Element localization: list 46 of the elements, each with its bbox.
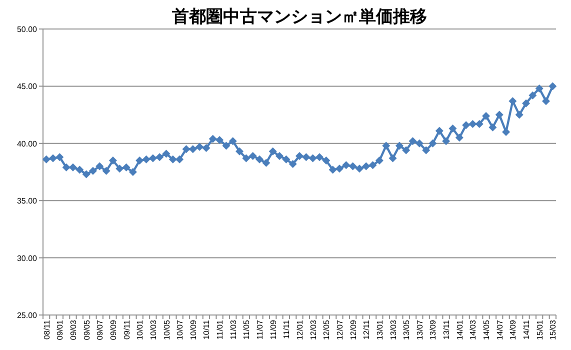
x-tick-label: 14/01 — [455, 319, 464, 340]
x-tick-label: 11/03 — [228, 319, 238, 340]
x-tick-label: 11/09 — [268, 319, 278, 340]
x-tick-label: 10/03 — [148, 319, 158, 340]
x-tick-label: 10/05 — [162, 319, 172, 340]
x-tick-label: 09/07 — [96, 319, 105, 340]
x-tick-label: 15/03 — [548, 319, 558, 340]
x-tick-label: 12/05 — [322, 319, 332, 340]
x-tick-label: 12/09 — [348, 319, 358, 340]
x-tick-label: 12/11 — [362, 319, 372, 340]
x-tick-label: 10/01 — [136, 319, 145, 340]
x-tick-label: 12/03 — [308, 319, 318, 340]
x-tick-label: 12/01 — [296, 319, 304, 340]
y-tick-label: 30.00 — [16, 254, 38, 263]
x-tick-label: 11/01 — [216, 319, 225, 340]
y-tick-label: 35.00 — [16, 196, 38, 206]
y-tick-label: 25.00 — [16, 311, 38, 320]
x-tick-label: 11/11 — [282, 319, 292, 339]
x-tick-label: 10/09 — [188, 319, 198, 340]
x-tick-label: 15/01 — [535, 319, 544, 340]
x-tick-label: 09/05 — [82, 319, 92, 340]
y-tick-label: 50.00 — [16, 25, 38, 34]
x-tick-label: 08/11 — [42, 319, 52, 340]
x-tick-label: 14/05 — [482, 319, 492, 340]
x-tick-label: 09/03 — [68, 319, 78, 340]
x-tick-label: 13/05 — [402, 319, 412, 340]
x-tick-label: 14/09 — [508, 319, 518, 340]
x-tick-label: 13/03 — [388, 319, 398, 340]
x-tick-label: 11/05 — [242, 319, 252, 340]
x-tick-label: 12/07 — [335, 319, 344, 340]
x-tick-label: 13/11 — [442, 319, 452, 340]
y-tick-label: 45.00 — [16, 82, 38, 92]
x-tick-label: 14/03 — [468, 319, 478, 340]
x-tick-label: 09/11 — [122, 319, 132, 340]
x-tick-label: 13/07 — [415, 319, 424, 340]
x-tick-label: 14/07 — [495, 319, 504, 340]
chart-title: 首都圏中古マンション㎡単価推移 — [171, 7, 427, 26]
x-tick-label: 10/07 — [176, 319, 185, 340]
x-tick-label: 09/01 — [56, 319, 65, 340]
x-tick-label: 09/09 — [108, 319, 118, 340]
x-tick-label: 14/11 — [522, 319, 532, 340]
x-tick-label: 13/01 — [375, 319, 384, 340]
x-tick-label: 10/11 — [202, 319, 212, 340]
x-tick-label: 13/09 — [428, 319, 438, 340]
x-tick-label: 11/07 — [256, 319, 265, 340]
y-tick-label: 40.00 — [16, 139, 38, 148]
